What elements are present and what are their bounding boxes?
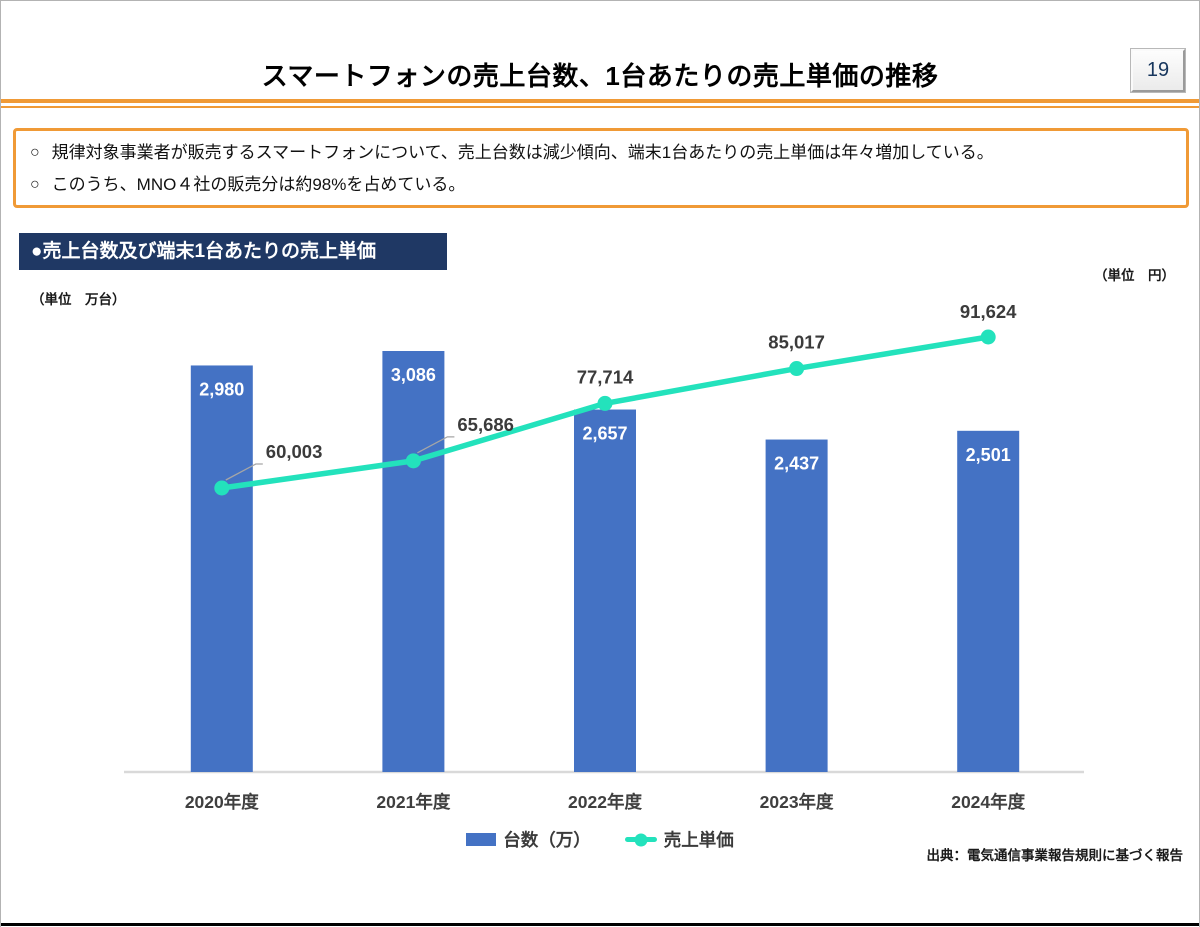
line-value-label: 60,003 bbox=[266, 441, 323, 462]
circle-bullet-icon: ○ bbox=[30, 176, 40, 193]
legend-label-bars: 台数（万） bbox=[503, 830, 591, 850]
combo-chart: 2,980 3,086 2,657 2,437 2,501 60,003 65,686 77,… bbox=[124, 301, 1084, 812]
page-title: スマートフォンの売上台数、1台あたりの売上単価の推移 bbox=[261, 61, 939, 91]
bar bbox=[957, 430, 1020, 772]
line-point bbox=[405, 453, 421, 469]
line-value-label: 85,017 bbox=[768, 332, 825, 353]
summary-bullet: ○ このうち、MNO４社の販売分は約98%を占めている。 bbox=[30, 169, 1172, 201]
x-axis-label: 2023年度 bbox=[760, 792, 834, 812]
x-axis-label: 2021年度 bbox=[376, 792, 450, 812]
line-point bbox=[980, 329, 996, 345]
legend-item-bars: 台数（万） bbox=[466, 827, 591, 852]
bar-value-label: 2,980 bbox=[199, 379, 244, 399]
unit-right-label: （単位 円） bbox=[1094, 268, 1175, 283]
page-number: 19 bbox=[1146, 59, 1170, 81]
bar bbox=[382, 351, 445, 772]
line-value-label: 91,624 bbox=[960, 301, 1017, 322]
bar-value-label: 2,501 bbox=[966, 445, 1011, 465]
summary-bullet-text: このうち、MNO４社の販売分は約98%を占めている。 bbox=[51, 175, 466, 194]
bar bbox=[190, 365, 253, 772]
line-swatch-icon bbox=[624, 833, 657, 846]
bar-value-label: 3,086 bbox=[391, 365, 436, 385]
label-leader-line bbox=[225, 463, 263, 481]
legend-item-line: 売上単価 bbox=[624, 827, 734, 852]
x-axis-label: 2020年度 bbox=[185, 792, 259, 812]
legend-label-line: 売上単価 bbox=[663, 830, 734, 850]
summary-box: ○ 規律対象事業者が販売するスマートフォンについて、売上台数は減少傾向、端末1台あ… bbox=[13, 128, 1189, 208]
source-note: 出典：電気通信事業報告規則に基づく報告 bbox=[926, 848, 1184, 863]
x-axis-label: 2022年度 bbox=[568, 792, 642, 812]
summary-bullet-text: 規律対象事業者が販売するスマートフォンについて、売上台数は減少傾向、端末1台あた… bbox=[51, 143, 994, 162]
bar-swatch-icon bbox=[466, 833, 497, 846]
bar-value-label: 2,657 bbox=[582, 424, 627, 444]
title-divider-thin bbox=[1, 106, 1199, 108]
summary-bullet: ○ 規律対象事業者が販売するスマートフォンについて、売上台数は減少傾向、端末1台あ… bbox=[30, 137, 1172, 169]
label-leader-line bbox=[417, 436, 455, 454]
bar-value-label: 2,437 bbox=[774, 454, 819, 474]
chart-banner-title: ●売上台数及び端末1台あたりの売上単価 bbox=[19, 233, 447, 270]
bar bbox=[574, 409, 636, 772]
circle-bullet-icon: ○ bbox=[30, 144, 40, 161]
page-number-box: 19 bbox=[1130, 48, 1186, 93]
line-point bbox=[597, 395, 613, 411]
unit-left-label: （単位 万台） bbox=[31, 292, 126, 307]
slide-bottom-border bbox=[1, 923, 1199, 926]
line-value-label: 77,714 bbox=[577, 366, 634, 387]
line-point bbox=[214, 480, 230, 496]
bar bbox=[765, 439, 828, 772]
line-value-label: 65,686 bbox=[457, 414, 514, 435]
x-axis-label: 2024年度 bbox=[951, 792, 1025, 812]
line-marker-icon bbox=[634, 833, 648, 846]
line-point bbox=[789, 361, 805, 377]
title-divider-thick bbox=[1, 99, 1199, 103]
chart-legend: 台数（万） 売上単価 bbox=[1, 827, 1199, 852]
